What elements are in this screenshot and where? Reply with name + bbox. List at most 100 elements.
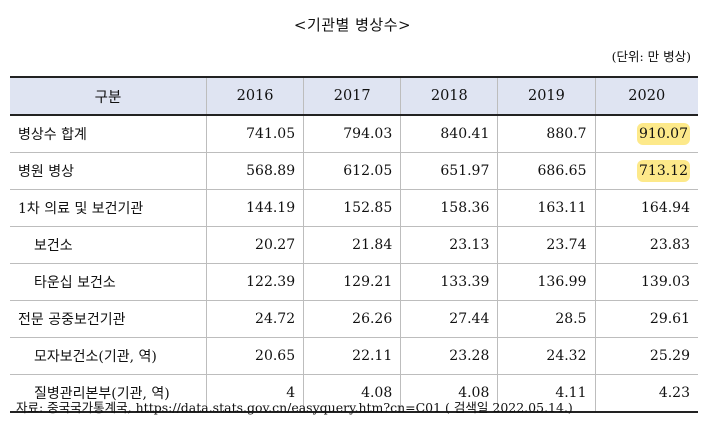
value-text: 4.08	[361, 385, 393, 401]
table-row: 타운십 보건소 122.39 129.21 133.39 136.99 139.03	[10, 263, 698, 301]
bed-count-table: 구분 2016 2017 2018 2019 2020 병상수 합계 741.05 794.…	[10, 76, 698, 413]
cell-value: 713.12	[594, 152, 698, 190]
cell-value: 20.65	[205, 337, 305, 375]
cell-value: 651.97	[400, 152, 499, 190]
value-text: 20.27	[255, 237, 296, 253]
table-row: 병원 병상 568.89 612.05 651.97 686.65 713.12	[10, 152, 698, 190]
cell-value: 23.74	[497, 226, 596, 264]
highlighted-value: 713.12	[637, 160, 690, 182]
cell-value: 24.32	[497, 337, 596, 375]
value-text: 25.29	[649, 348, 690, 364]
header-category: 구분	[10, 76, 207, 116]
value-text: 24.72	[255, 311, 296, 327]
cell-value: 136.99	[497, 263, 596, 301]
value-text: 158.36	[440, 200, 490, 216]
cell-value: 794.03	[303, 114, 402, 153]
table-body: 병상수 합계 741.05 794.03 840.41 880.7 910.07 병원 병상…	[10, 114, 698, 413]
value-text: 129.21	[343, 274, 393, 290]
value-text: 741.05	[246, 126, 296, 142]
value-text: 612.05	[343, 163, 393, 179]
cell-value: 129.21	[303, 263, 402, 301]
cell-value: 23.13	[400, 226, 499, 264]
value-text: 23.28	[449, 348, 490, 364]
header-year-2018: 2018	[400, 76, 499, 116]
header-row: 구분 2016 2017 2018 2019 2020	[10, 76, 698, 116]
cell-value: 612.05	[303, 152, 402, 190]
cell-value: 4	[205, 374, 305, 413]
cell-value: 23.83	[594, 226, 698, 264]
cell-value: 4.08	[400, 374, 499, 413]
cell-value: 122.39	[205, 263, 305, 301]
value-text: 568.89	[246, 163, 296, 179]
value-text: 4.23	[658, 385, 690, 401]
cell-value: 910.07	[594, 114, 698, 153]
table-title: <기관별 병상수>	[293, 16, 412, 34]
value-text: 20.65	[255, 348, 296, 364]
value-text: 23.83	[649, 237, 690, 253]
cell-value: 133.39	[400, 263, 499, 301]
cell-value: 144.19	[205, 189, 305, 227]
source-note: 자료: 중국국가통계국, https://data.stats.gov.cn/e…	[16, 400, 573, 415]
cell-value: 28.5	[497, 300, 596, 338]
value-text: 164.94	[641, 200, 690, 216]
cell-value: 20.27	[205, 226, 305, 264]
row-label: 병원 병상	[10, 152, 207, 190]
row-label: 타운십 보건소	[10, 263, 207, 301]
value-text: 29.61	[649, 311, 690, 327]
row-label: 보건소	[10, 226, 207, 264]
value-text: 136.99	[537, 274, 587, 290]
row-label: 1차 의료 및 보건기관	[10, 189, 207, 227]
value-text: 27.44	[449, 311, 490, 327]
value-text: 880.7	[546, 126, 587, 142]
cell-value: 686.65	[497, 152, 596, 190]
cell-value: 22.11	[303, 337, 402, 375]
cell-value: 27.44	[400, 300, 499, 338]
value-text: 21.84	[352, 237, 393, 253]
value-text: 22.11	[352, 348, 393, 364]
cell-value: 840.41	[400, 114, 499, 153]
cell-value: 24.72	[205, 300, 305, 338]
header-year-2019: 2019	[497, 76, 596, 116]
row-label: 질병관리본부(기관, 역)	[10, 374, 207, 413]
value-text: 23.13	[449, 237, 490, 253]
unit-note: (단위: 만 병상)	[611, 49, 691, 64]
table-row: 전문 공중보건기관 24.72 26.26 27.44 28.5 29.61	[10, 300, 698, 338]
value-text: 23.74	[546, 237, 587, 253]
cell-value: 152.85	[303, 189, 402, 227]
header-year-2016: 2016	[205, 76, 305, 116]
highlighted-value: 910.07	[637, 123, 690, 145]
cell-value: 4.11	[497, 374, 596, 413]
cell-value: 163.11	[497, 189, 596, 227]
cell-value: 568.89	[205, 152, 305, 190]
value-text: 4.11	[555, 385, 587, 401]
table-row: 병상수 합계 741.05 794.03 840.41 880.7 910.07	[10, 114, 698, 153]
value-text: 26.26	[352, 311, 393, 327]
value-text: 4	[286, 385, 296, 401]
cell-value: 139.03	[594, 263, 698, 301]
cell-value: 25.29	[594, 337, 698, 375]
value-text: 651.97	[440, 163, 490, 179]
cell-value: 21.84	[303, 226, 402, 264]
table-row: 모자보건소(기관, 역) 20.65 22.11 23.28 24.32 25.29	[10, 337, 698, 375]
cell-value: 158.36	[400, 189, 499, 227]
cell-value: 23.28	[400, 337, 499, 375]
value-text: 133.39	[440, 274, 490, 290]
value-text: 163.11	[537, 200, 587, 216]
row-label: 전문 공중보건기관	[10, 300, 207, 338]
table-row: 보건소 20.27 21.84 23.13 23.74 23.83	[10, 226, 698, 264]
header-year-2017: 2017	[303, 76, 402, 116]
value-text: 24.32	[546, 348, 587, 364]
cell-value: 880.7	[497, 114, 596, 153]
table-row: 1차 의료 및 보건기관 144.19 152.85 158.36 163.11 164.…	[10, 189, 698, 227]
value-text: 840.41	[440, 126, 490, 142]
value-text: 686.65	[537, 163, 587, 179]
table-row: 질병관리본부(기관, 역) 4 4.08 4.08 4.11 4.23	[10, 374, 698, 413]
value-text: 794.03	[343, 126, 393, 142]
row-label: 병상수 합계	[10, 114, 207, 153]
value-text: 4.08	[458, 385, 490, 401]
header-year-2020: 2020	[594, 76, 698, 116]
value-text: 139.03	[641, 274, 690, 290]
cell-value: 741.05	[205, 114, 305, 153]
value-text: 28.5	[555, 311, 587, 327]
cell-value: 26.26	[303, 300, 402, 338]
